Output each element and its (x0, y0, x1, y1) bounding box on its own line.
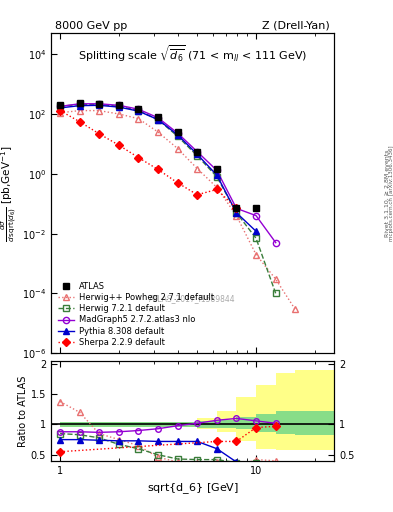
ATLAS (58, 102, 62, 108)
MadGraph5 2.7.2.atlas3 nlo (58, 103, 62, 110)
Pythia 8.308 default (254, 228, 259, 234)
Pythia 8.308 default (175, 132, 180, 138)
MadGraph5 2.7.2.atlas3 nlo (136, 106, 141, 112)
Sherpa 2.2.9 default (234, 205, 239, 211)
Herwig 7.2.1 default (136, 108, 141, 114)
Y-axis label: Ratio to ATLAS: Ratio to ATLAS (18, 375, 28, 446)
Sherpa 2.2.9 default (156, 166, 160, 173)
Herwig 7.2.1 default (254, 235, 259, 241)
MadGraph5 2.7.2.atlas3 nlo (234, 205, 239, 211)
Pythia 8.308 default (156, 117, 160, 123)
Pythia 8.308 default (195, 151, 200, 157)
Text: 8000 GeV pp: 8000 GeV pp (55, 20, 127, 31)
Line: Pythia 8.308 default: Pythia 8.308 default (57, 102, 259, 234)
X-axis label: $\mathrm{sqrt\{d\_6\}}$ [GeV]: $\mathrm{sqrt\{d\_6\}}$ [GeV] (147, 481, 239, 496)
Pythia 8.308 default (117, 104, 121, 110)
Text: mcplots.cern.ch [arXiv:1306.3436]: mcplots.cern.ch [arXiv:1306.3436] (389, 145, 393, 241)
ATLAS (77, 100, 82, 106)
Sherpa 2.2.9 default (175, 180, 180, 186)
Herwig++ Powheg 2.7.1 default (254, 251, 259, 258)
MadGraph5 2.7.2.atlas3 nlo (175, 130, 180, 136)
Herwig++ Powheg 2.7.1 default (156, 129, 160, 135)
Text: Z (Drell-Yan): Z (Drell-Yan) (263, 20, 330, 31)
Herwig 7.2.1 default (97, 101, 101, 108)
Text: Splitting scale $\sqrt{\overline{d_6}}$ (71 < m$_{ll}$ < 111 GeV): Splitting scale $\sqrt{\overline{d_6}}$ … (78, 43, 307, 64)
Legend: ATLAS, Herwig++ Powheg 2.7.1 default, Herwig 7.2.1 default, MadGraph5 2.7.2.atla: ATLAS, Herwig++ Powheg 2.7.1 default, He… (55, 280, 216, 349)
ATLAS (117, 102, 121, 108)
Pythia 8.308 default (77, 102, 82, 109)
Herwig 7.2.1 default (215, 174, 219, 180)
Line: ATLAS: ATLAS (57, 100, 259, 211)
Herwig 7.2.1 default (175, 133, 180, 139)
Herwig++ Powheg 2.7.1 default (215, 184, 219, 190)
MadGraph5 2.7.2.atlas3 nlo (156, 115, 160, 121)
Herwig 7.2.1 default (234, 210, 239, 216)
Herwig++ Powheg 2.7.1 default (293, 306, 298, 312)
ATLAS (175, 129, 180, 135)
MadGraph5 2.7.2.atlas3 nlo (117, 102, 121, 109)
Sherpa 2.2.9 default (97, 131, 101, 137)
Herwig 7.2.1 default (58, 103, 62, 110)
Herwig 7.2.1 default (156, 117, 160, 123)
Sherpa 2.2.9 default (215, 186, 219, 193)
ATLAS (254, 205, 259, 211)
Herwig++ Powheg 2.7.1 default (77, 108, 82, 114)
ATLAS (136, 105, 141, 112)
Herwig 7.2.1 default (117, 103, 121, 110)
Line: Sherpa 2.2.9 default: Sherpa 2.2.9 default (57, 108, 239, 211)
ATLAS (234, 205, 239, 211)
MadGraph5 2.7.2.atlas3 nlo (254, 212, 259, 219)
Pythia 8.308 default (136, 108, 141, 114)
Herwig++ Powheg 2.7.1 default (234, 212, 239, 219)
Herwig++ Powheg 2.7.1 default (58, 110, 62, 116)
Herwig++ Powheg 2.7.1 default (136, 116, 141, 122)
Herwig++ Powheg 2.7.1 default (97, 108, 101, 114)
Pythia 8.308 default (215, 172, 219, 178)
Sherpa 2.2.9 default (77, 119, 82, 125)
MadGraph5 2.7.2.atlas3 nlo (195, 148, 200, 155)
Herwig 7.2.1 default (274, 290, 278, 296)
ATLAS (195, 148, 200, 155)
Herwig++ Powheg 2.7.1 default (274, 276, 278, 282)
Y-axis label: $\frac{d\sigma}{d\,\mathrm{sqrt}(d_6)}$ [pb,GeV$^{-1}$]: $\frac{d\sigma}{d\,\mathrm{sqrt}(d_6)}$ … (0, 145, 19, 242)
Pythia 8.308 default (58, 105, 62, 111)
ATLAS (97, 101, 101, 107)
Line: MadGraph5 2.7.2.atlas3 nlo: MadGraph5 2.7.2.atlas3 nlo (57, 101, 279, 246)
Text: Rivet 3.1.10, ≥ 2.8M events: Rivet 3.1.10, ≥ 2.8M events (385, 150, 389, 237)
ATLAS (156, 114, 160, 120)
MadGraph5 2.7.2.atlas3 nlo (97, 101, 101, 107)
Text: ATLAS_2017_I1589844: ATLAS_2017_I1589844 (149, 294, 236, 304)
Herwig++ Powheg 2.7.1 default (175, 145, 180, 152)
Sherpa 2.2.9 default (117, 142, 121, 148)
Pythia 8.308 default (97, 102, 101, 109)
Herwig 7.2.1 default (77, 101, 82, 108)
Herwig 7.2.1 default (195, 153, 200, 159)
MadGraph5 2.7.2.atlas3 nlo (215, 167, 219, 174)
Herwig++ Powheg 2.7.1 default (195, 165, 200, 172)
Herwig++ Powheg 2.7.1 default (117, 111, 121, 117)
MadGraph5 2.7.2.atlas3 nlo (274, 240, 278, 246)
MadGraph5 2.7.2.atlas3 nlo (77, 101, 82, 107)
Line: Herwig++ Powheg 2.7.1 default: Herwig++ Powheg 2.7.1 default (57, 108, 298, 312)
Sherpa 2.2.9 default (195, 191, 200, 198)
Pythia 8.308 default (234, 210, 239, 216)
Line: Herwig 7.2.1 default: Herwig 7.2.1 default (57, 101, 279, 296)
Sherpa 2.2.9 default (136, 155, 141, 161)
ATLAS (215, 166, 219, 173)
Sherpa 2.2.9 default (58, 108, 62, 114)
